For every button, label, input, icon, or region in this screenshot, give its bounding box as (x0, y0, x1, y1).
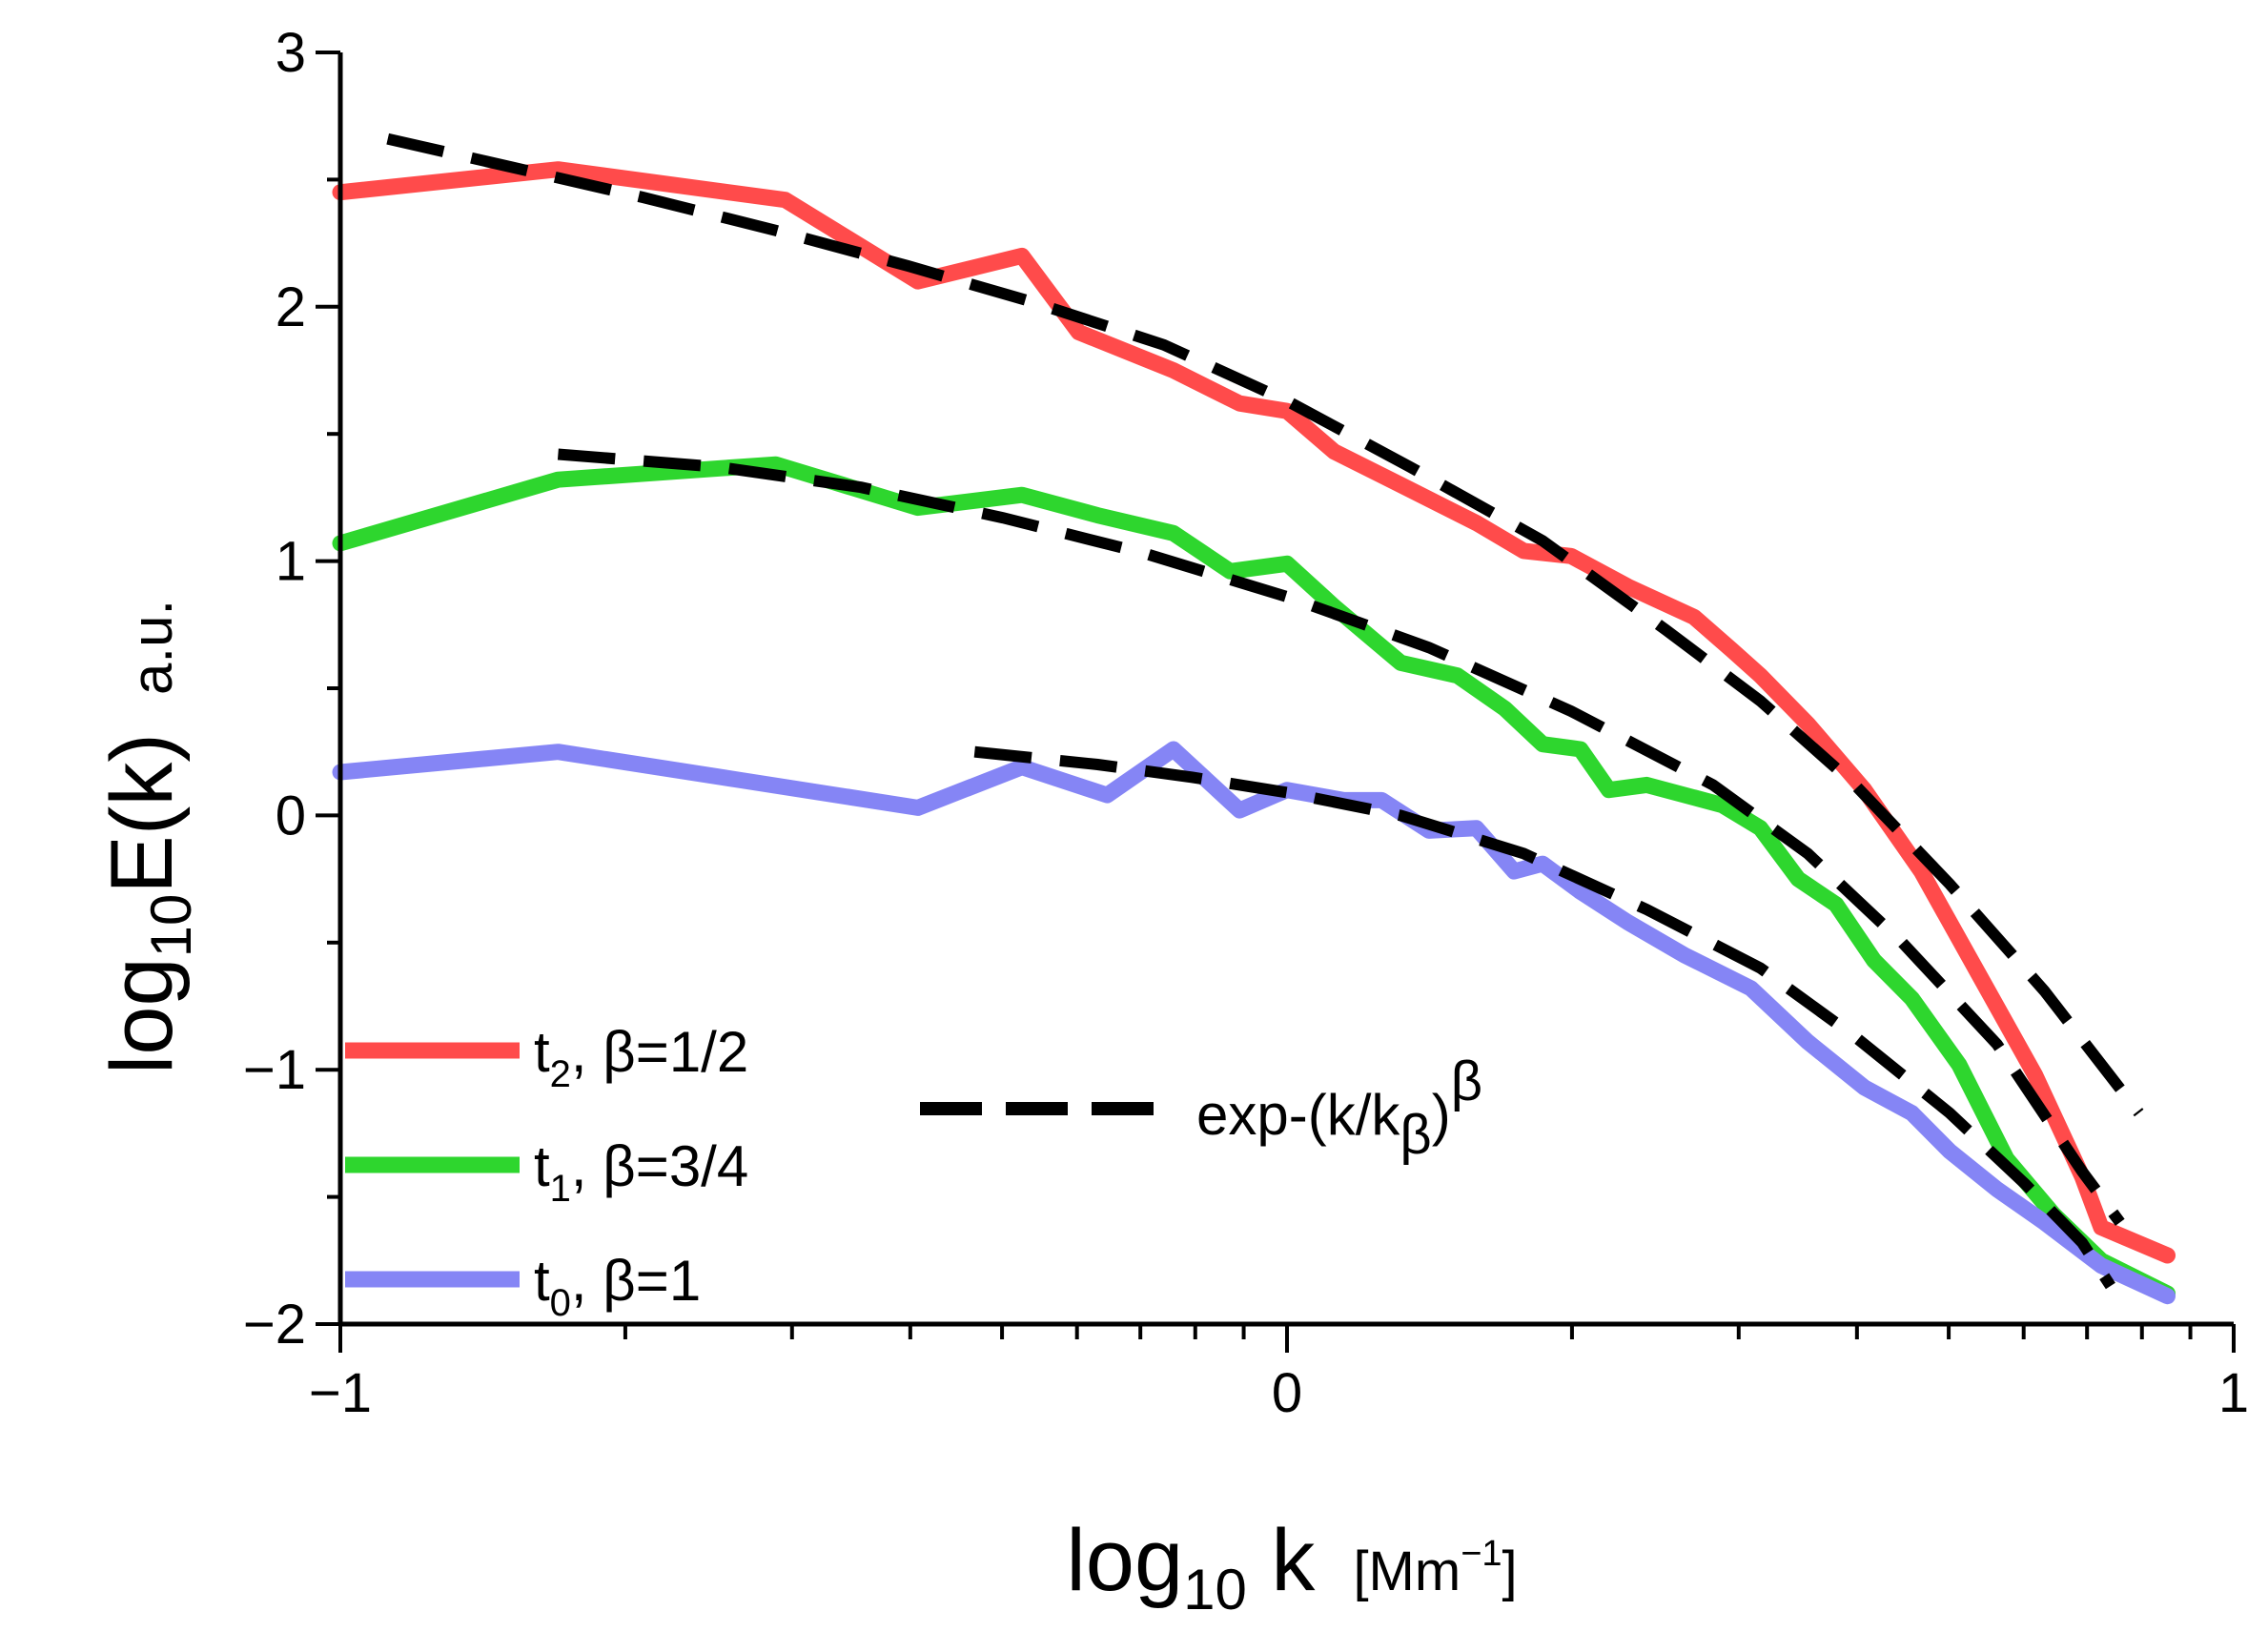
x-tick-label: 1 (2218, 1362, 2249, 1424)
y-tick-label: −1 (243, 1039, 306, 1101)
y-axis-title: log10E(k)a.u. (93, 600, 203, 1074)
y-tick-label: −2 (243, 1294, 306, 1356)
fit-line-1 (557, 448, 2125, 1226)
x-tick-label: −1 (309, 1362, 372, 1424)
legend-label-t0: t0, β=1 (534, 1249, 701, 1324)
y-tick-label: 2 (276, 276, 306, 338)
fit-legend: exp-(k/kβ)β (920, 1050, 1482, 1166)
plot-lines (332, 133, 2176, 1305)
y-tick-label: 0 (276, 785, 306, 846)
x-axis-title: log10 k [Mm−1] (1066, 1512, 1517, 1621)
legend: t2, β=1/2 t1, β=3/4 t0, β=1 (345, 1020, 748, 1324)
series-line-t0 (332, 741, 2176, 1305)
fit-line-2 (973, 745, 2115, 1290)
series-line-t1 (332, 456, 2176, 1302)
fit-legend-label: exp-(k/kβ)β (1196, 1050, 1482, 1166)
legend-label-t1: t1, β=3/4 (534, 1134, 748, 1210)
legend-label-t2: t2, β=1/2 (534, 1020, 748, 1095)
y-tick-label: 1 (276, 531, 306, 593)
series-line-t2 (332, 161, 2176, 1264)
x-tick-label: 0 (1272, 1362, 1302, 1424)
y-tick-label: 3 (276, 22, 306, 84)
